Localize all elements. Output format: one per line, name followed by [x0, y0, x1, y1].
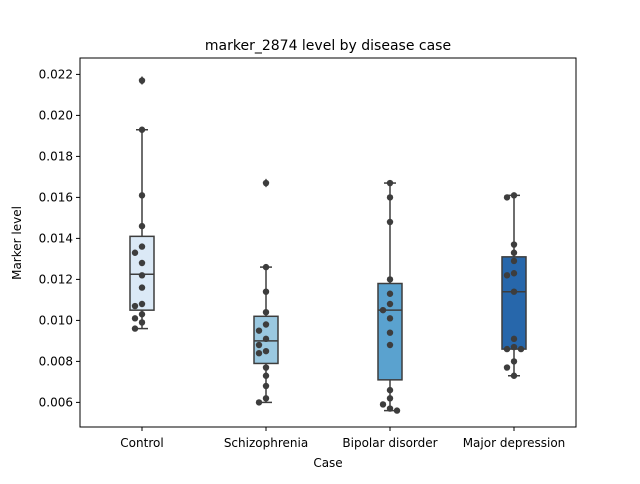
data-point [255, 350, 263, 357]
data-point [138, 311, 146, 318]
y-tick-label: 0.016 [39, 190, 73, 204]
data-point [517, 345, 525, 353]
data-point [138, 126, 146, 133]
data-point [131, 325, 139, 332]
data-point [255, 341, 263, 349]
data-point [262, 263, 270, 271]
data-point [131, 302, 139, 310]
y-tick-label: 0.014 [39, 231, 73, 245]
data-point [262, 309, 270, 316]
data-point [503, 272, 511, 279]
x-tick-label: Major depression [463, 436, 566, 450]
data-point [379, 401, 387, 408]
y-tick-label: 0.018 [39, 149, 73, 163]
data-point [131, 249, 139, 256]
data-point [386, 315, 394, 322]
data-point [138, 284, 146, 291]
data-point [510, 257, 518, 265]
data-point [262, 395, 270, 402]
data-point [262, 321, 270, 328]
data-point [138, 77, 146, 84]
data-point [386, 395, 394, 402]
x-tick-label: Schizophrenia [224, 436, 308, 450]
y-tick-label: 0.020 [39, 108, 73, 122]
data-point [510, 241, 518, 248]
y-axis-label: Marker level [10, 206, 24, 280]
data-point [386, 405, 394, 412]
data-point [379, 306, 387, 314]
y-tick-label: 0.022 [39, 67, 73, 81]
data-point [262, 179, 270, 187]
y-tick-label: 0.010 [39, 313, 73, 327]
data-point [386, 329, 394, 336]
data-point [386, 290, 394, 297]
data-point [503, 194, 511, 201]
x-axis-label: Case [313, 456, 342, 470]
data-point [131, 315, 139, 322]
data-point [138, 192, 146, 199]
data-point [510, 249, 518, 256]
data-point [255, 327, 263, 334]
x-tick-label: Control [120, 436, 163, 450]
data-point [503, 345, 511, 353]
data-point [262, 364, 270, 371]
data-point [510, 270, 518, 277]
data-point [262, 335, 270, 343]
y-tick-label: 0.006 [39, 395, 73, 409]
data-point [262, 372, 270, 379]
data-point [138, 243, 146, 250]
data-point [138, 272, 146, 279]
data-point [510, 335, 518, 343]
data-point [510, 288, 518, 295]
data-point [386, 300, 394, 308]
x-tick-label: Bipolar disorder [342, 436, 437, 450]
data-point [510, 372, 518, 379]
data-point [386, 194, 394, 201]
data-point [262, 288, 270, 295]
data-point [262, 347, 270, 355]
chart-title: marker_2874 level by disease case [205, 38, 451, 54]
data-point [138, 319, 146, 326]
data-point [386, 276, 394, 283]
data-point [510, 192, 518, 199]
data-point [138, 222, 146, 230]
data-point [503, 364, 511, 371]
data-point [510, 358, 518, 365]
data-point [510, 343, 518, 351]
data-point [386, 218, 394, 226]
data-point [138, 300, 146, 308]
plot-area: 0.006 0.008 0.010 0.012 0.014 0.016 0.018 0.020… [39, 57, 577, 450]
data-point [386, 179, 394, 187]
y-tick-label: 0.008 [39, 354, 73, 368]
data-point [393, 407, 401, 414]
axes-frame [79, 57, 577, 428]
data-point [138, 259, 146, 267]
data-point [386, 386, 394, 394]
data-point [255, 399, 263, 406]
y-tick-label: 0.012 [39, 272, 73, 286]
data-point [386, 341, 394, 349]
data-point [262, 382, 270, 390]
